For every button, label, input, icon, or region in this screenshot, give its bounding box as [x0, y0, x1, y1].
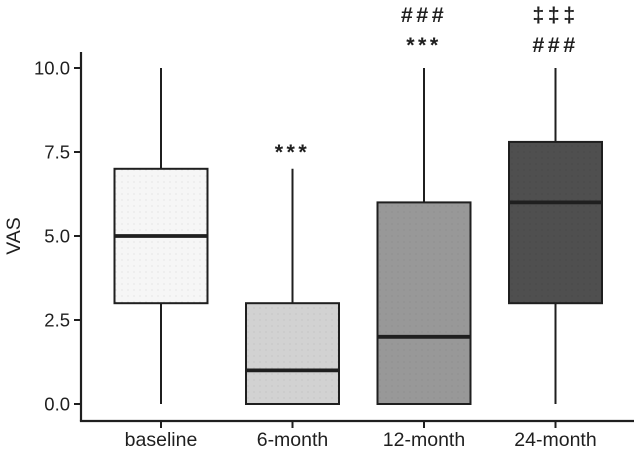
- box-rect-12-month: [376, 201, 472, 405]
- significance-annotation: ***: [406, 33, 442, 57]
- y-axis-title: VAS: [3, 217, 25, 255]
- y-tick-label: 5.0: [44, 226, 70, 247]
- y-tick-label: 10.0: [34, 58, 70, 79]
- significance-annotation: ###: [532, 33, 578, 57]
- x-category-label: 24-month: [514, 429, 596, 451]
- x-category-label: baseline: [125, 429, 198, 451]
- x-category-label: 6-month: [257, 429, 329, 451]
- significance-annotation: ###: [401, 3, 447, 27]
- y-tick-label: 2.5: [44, 310, 70, 331]
- y-tick-label: 0.0: [44, 394, 70, 415]
- significance-annotation: ***: [275, 140, 311, 164]
- box-rect-6-month: [245, 302, 340, 406]
- significance-annotation: ‡‡‡: [532, 3, 578, 27]
- y-tick-label: 7.5: [44, 142, 70, 163]
- x-category-label: 12-month: [383, 429, 465, 451]
- box-rect-24-month: [508, 140, 603, 305]
